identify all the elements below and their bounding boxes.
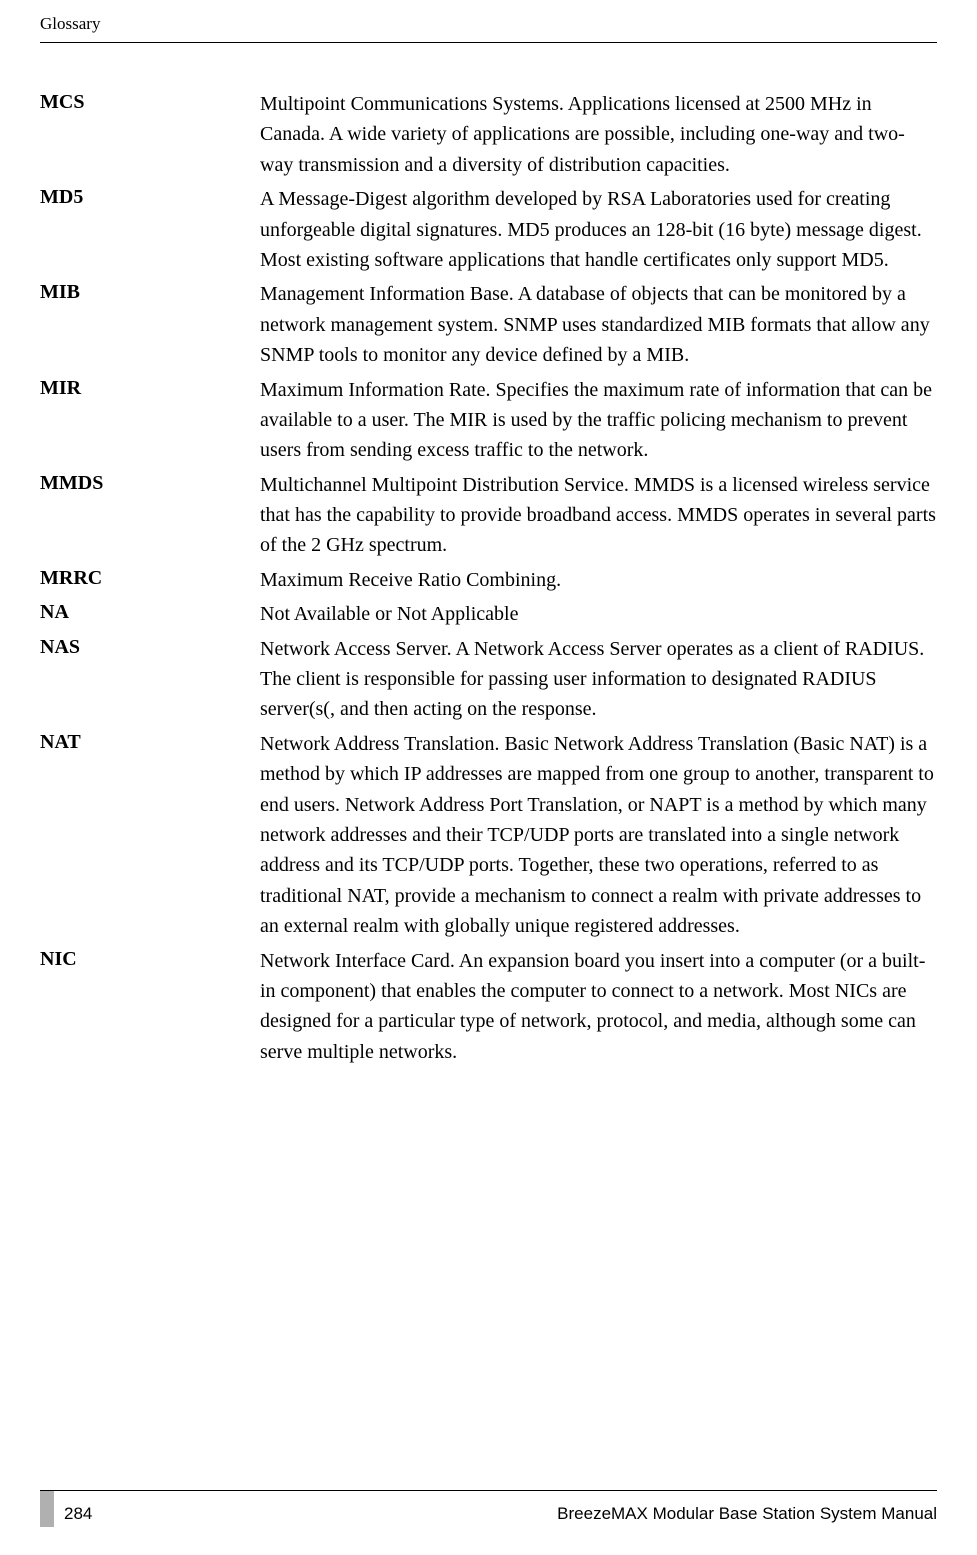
- glossary-entry: MIRMaximum Information Rate. Specifies t…: [40, 375, 937, 466]
- page: Glossary MCSMultipoint Communications Sy…: [0, 0, 977, 1555]
- glossary-entry: NASNetwork Access Server. A Network Acce…: [40, 634, 937, 725]
- glossary-term: MMDS: [40, 470, 260, 495]
- page-footer: 284 BreezeMAX Modular Base Station Syste…: [40, 1490, 937, 1527]
- glossary-term: NAS: [40, 634, 260, 659]
- glossary-term: NAT: [40, 729, 260, 754]
- page-header: Glossary: [40, 14, 937, 43]
- glossary-list: MCSMultipoint Communications Systems. Ap…: [40, 89, 937, 1067]
- glossary-definition: A Message-Digest algorithm developed by …: [260, 184, 937, 275]
- glossary-entry: MMDSMultichannel Multipoint Distribution…: [40, 470, 937, 561]
- glossary-definition: Maximum Receive Ratio Combining.: [260, 565, 937, 595]
- glossary-term: MIR: [40, 375, 260, 400]
- header-title: Glossary: [40, 14, 100, 33]
- glossary-term: NA: [40, 599, 260, 624]
- glossary-term: MD5: [40, 184, 260, 209]
- glossary-entry: NATNetwork Address Translation. Basic Ne…: [40, 729, 937, 942]
- glossary-definition: Network Access Server. A Network Access …: [260, 634, 937, 725]
- glossary-term: MRRC: [40, 565, 260, 590]
- glossary-definition: Network Interface Card. An expansion boa…: [260, 946, 937, 1068]
- glossary-entry: NICNetwork Interface Card. An expansion …: [40, 946, 937, 1068]
- glossary-entry: MRRCMaximum Receive Ratio Combining.: [40, 565, 937, 595]
- page-strip: [40, 1491, 54, 1527]
- glossary-entry: MIBManagement Information Base. A databa…: [40, 279, 937, 370]
- glossary-entry: MCSMultipoint Communications Systems. Ap…: [40, 89, 937, 180]
- glossary-term: MIB: [40, 279, 260, 304]
- glossary-entry: MD5A Message-Digest algorithm developed …: [40, 184, 937, 275]
- page-number: 284: [64, 1504, 92, 1524]
- glossary-definition: Maximum Information Rate. Specifies the …: [260, 375, 937, 466]
- glossary-definition: Network Address Translation. Basic Netwo…: [260, 729, 937, 942]
- glossary-definition: Multichannel Multipoint Distribution Ser…: [260, 470, 937, 561]
- glossary-definition: Management Information Base. A database …: [260, 279, 937, 370]
- glossary-definition: Multipoint Communications Systems. Appli…: [260, 89, 937, 180]
- glossary-entry: NANot Available or Not Applicable: [40, 599, 937, 629]
- glossary-term: NIC: [40, 946, 260, 971]
- manual-title: BreezeMAX Modular Base Station System Ma…: [557, 1504, 937, 1524]
- glossary-term: MCS: [40, 89, 260, 114]
- glossary-definition: Not Available or Not Applicable: [260, 599, 937, 629]
